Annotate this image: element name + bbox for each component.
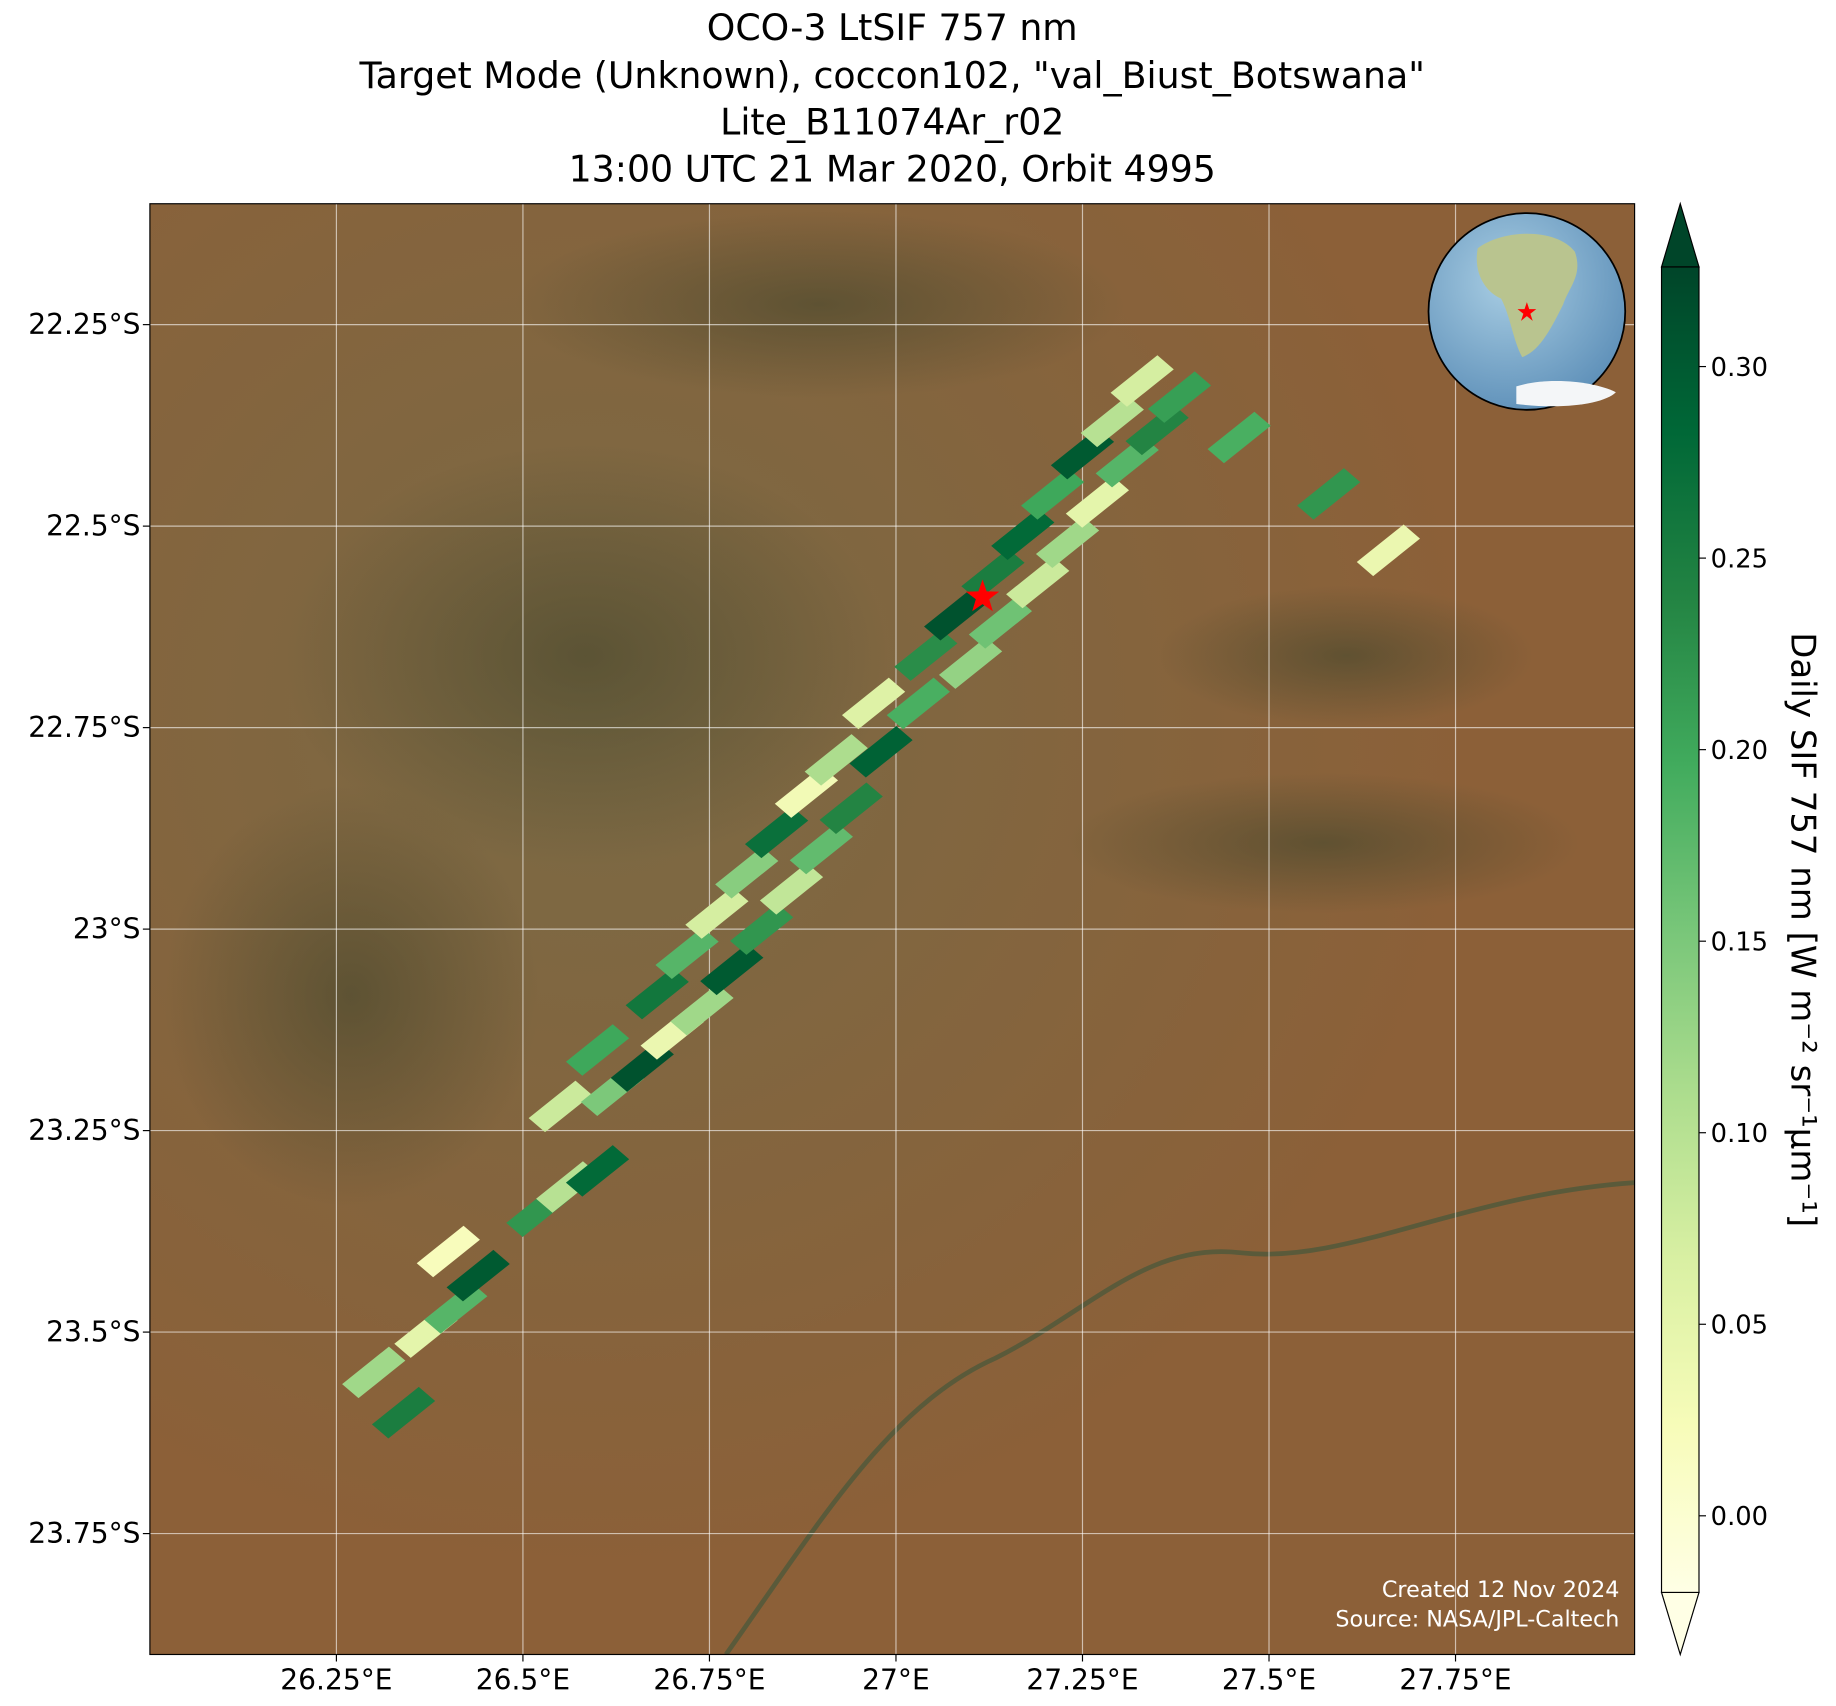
title: Lite_B11074Ar_r02: [720, 101, 1064, 144]
sounding: [804, 734, 868, 786]
y-tick-label: 22.25°S: [28, 308, 140, 341]
sounding: [841, 677, 906, 730]
credit: Created 12 Nov 2024: [1382, 1577, 1619, 1603]
colorbar-tick-label: 0.25: [1711, 544, 1768, 574]
title: OCO-3 LtSIF 757 nm: [707, 6, 1078, 49]
sounding: [789, 822, 853, 875]
sounding: [1125, 403, 1189, 456]
sounding: [371, 1386, 436, 1439]
sounding: [625, 967, 689, 1020]
sounding: [1021, 468, 1085, 520]
sounding: [924, 589, 988, 641]
colorbar-extend-max: [1660, 201, 1700, 268]
sounding: [1297, 468, 1361, 520]
title: Target Mode (Unknown), coccon102, "val_B…: [359, 54, 1425, 97]
africa: [1476, 233, 1578, 358]
sounding: [1080, 395, 1144, 448]
y-tick-label: 23.25°S: [28, 1114, 140, 1147]
sounding: [1110, 355, 1174, 407]
sounding: [968, 597, 1033, 649]
terrain: [281, 444, 890, 867]
colorbar-tick-label: 0.00: [1711, 1502, 1768, 1532]
sounding: [849, 726, 913, 778]
sounding: [938, 637, 1003, 689]
y-tick-label: 22.75°S: [28, 711, 140, 744]
sounding: [730, 903, 794, 955]
sounding: [961, 548, 1025, 601]
colorbar-gradient: [1660, 266, 1700, 1594]
x-tick-label: 27.75°E: [1399, 1664, 1511, 1697]
grid: [149, 203, 1635, 1655]
sounding: [424, 1282, 488, 1334]
sounding: [565, 1024, 630, 1076]
sounding: [1006, 556, 1070, 609]
sounding: [1207, 411, 1271, 464]
y-tick-label: 23°S: [73, 912, 141, 945]
sounding: [1035, 516, 1100, 569]
sounding: [1065, 476, 1130, 528]
terrain: [1065, 772, 1581, 914]
x-tick-label: 27.25°E: [1026, 1664, 1138, 1697]
sounding: [1147, 371, 1212, 423]
sounding: [886, 677, 950, 730]
colorbar-tick-label: 0.05: [1711, 1311, 1768, 1341]
y-tick-label: 23.75°S: [28, 1517, 140, 1550]
sounding: [819, 782, 883, 834]
terrain: [515, 210, 1125, 399]
sounding: [416, 1225, 480, 1278]
colorbar-tick-label: 0.20: [1711, 736, 1768, 766]
sounding: [342, 1346, 406, 1399]
sounding: [528, 1080, 592, 1133]
colorbar-extend-min: [1660, 1591, 1700, 1657]
sounding: [670, 983, 734, 1036]
colorbar-label: Daily SIF 757 nm [W m⁻² sr⁻¹μm⁻¹]: [1782, 632, 1822, 1227]
inset-site: [1517, 302, 1537, 321]
river: [724, 1180, 1635, 1655]
colorbar: 0.00 0.05 0.10 0.15 0.20 0.25 0.30 Daily SIF 75…: [1660, 201, 1822, 1657]
colorbar-tick-label: 0.15: [1711, 928, 1768, 958]
sounding: [1356, 524, 1420, 577]
antarctica: [1516, 381, 1616, 407]
sounding: [655, 927, 719, 980]
sounding: [715, 846, 779, 899]
title-block: OCO-3 LtSIF 757 nm Target Mode (Unknown)…: [359, 6, 1425, 191]
sounding: [744, 806, 809, 859]
y-tick-label: 23.5°S: [46, 1315, 140, 1348]
sounding: [894, 629, 958, 681]
sounding: [685, 887, 749, 939]
x-tick-label: 26.5°E: [476, 1664, 570, 1697]
sounding: [446, 1249, 510, 1302]
x-tick-label: 27°E: [862, 1664, 930, 1697]
x-tick-label: 27.5°E: [1222, 1664, 1316, 1697]
colorbar-tick-label: 0.10: [1711, 1119, 1768, 1149]
terrain: [163, 784, 539, 1207]
colorbar-tick-label: 0.30: [1711, 353, 1768, 383]
title: 13:00 UTC 21 Mar 2020, Orbit 4995: [569, 147, 1216, 190]
terrain: [1159, 585, 1534, 726]
credit: Source: NASA/JPL-Caltech: [1335, 1606, 1619, 1632]
swath: [342, 355, 1420, 1439]
sounding: [759, 863, 824, 915]
y-tick-label: 22.5°S: [46, 509, 140, 542]
sounding: [700, 943, 764, 996]
site-marker: [965, 579, 1000, 612]
x-tick-label: 26.25°E: [280, 1664, 392, 1697]
sounding: [991, 508, 1055, 560]
x-tick-label: 26.75°E: [653, 1664, 765, 1697]
credits: Created 12 Nov 2024 Source: NASA/JPL-Cal…: [1335, 1577, 1619, 1632]
sounding: [565, 1145, 630, 1197]
inset-globe: [1427, 212, 1627, 411]
